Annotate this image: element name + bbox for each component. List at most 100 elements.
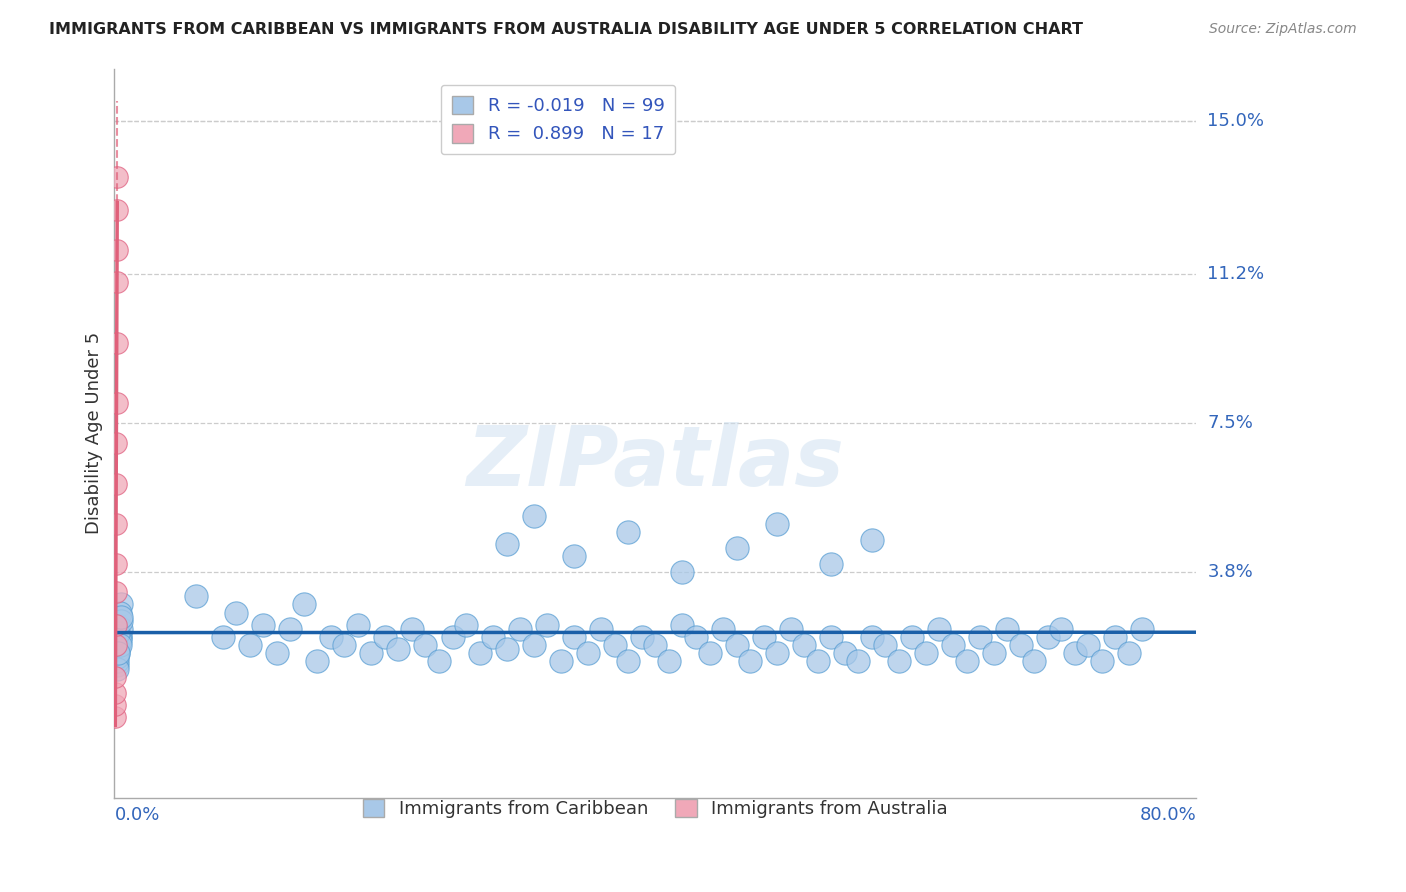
Point	[401, 622, 423, 636]
Point	[292, 598, 315, 612]
Point	[104, 585, 127, 599]
Point	[915, 646, 938, 660]
Point	[105, 243, 128, 257]
Legend: Immigrants from Caribbean, Immigrants from Australia: Immigrants from Caribbean, Immigrants fr…	[356, 791, 955, 825]
Point	[875, 638, 897, 652]
Text: 11.2%: 11.2%	[1208, 265, 1264, 283]
Point	[110, 598, 132, 612]
Point	[278, 622, 301, 636]
Point	[107, 646, 129, 660]
Point	[110, 609, 132, 624]
Point	[105, 649, 128, 664]
Point	[631, 630, 654, 644]
Point	[104, 698, 127, 713]
Point	[225, 606, 247, 620]
Point	[1010, 638, 1032, 652]
Point	[108, 638, 131, 652]
Point	[107, 638, 129, 652]
Point	[509, 622, 531, 636]
Point	[658, 654, 681, 668]
Point	[105, 516, 128, 531]
Point	[766, 516, 789, 531]
Point	[211, 630, 233, 644]
Point	[725, 541, 748, 555]
Point	[1050, 622, 1073, 636]
Point	[779, 622, 801, 636]
Point	[360, 646, 382, 660]
Text: 80.0%: 80.0%	[1140, 806, 1197, 824]
Point	[105, 275, 128, 289]
Text: IMMIGRANTS FROM CARIBBEAN VS IMMIGRANTS FROM AUSTRALIA DISABILITY AGE UNDER 5 CO: IMMIGRANTS FROM CARIBBEAN VS IMMIGRANTS …	[49, 22, 1083, 37]
Point	[1036, 630, 1059, 644]
Point	[108, 630, 131, 644]
Point	[617, 524, 640, 539]
Point	[1077, 638, 1099, 652]
Point	[239, 638, 262, 652]
Point	[536, 617, 558, 632]
Point	[105, 657, 128, 672]
Point	[576, 646, 599, 660]
Point	[1024, 654, 1046, 668]
Point	[969, 630, 991, 644]
Point	[105, 170, 128, 185]
Text: 0.0%: 0.0%	[114, 806, 160, 824]
Point	[942, 638, 965, 652]
Point	[104, 686, 127, 700]
Point	[454, 617, 477, 632]
Point	[740, 654, 762, 668]
Point	[468, 646, 491, 660]
Point	[820, 630, 842, 644]
Point	[105, 654, 128, 668]
Point	[550, 654, 572, 668]
Point	[347, 617, 370, 632]
Point	[441, 630, 464, 644]
Point	[807, 654, 830, 668]
Text: 15.0%: 15.0%	[1208, 112, 1264, 130]
Point	[319, 630, 342, 644]
Point	[562, 549, 585, 563]
Point	[983, 646, 1005, 660]
Point	[105, 476, 128, 491]
Point	[104, 670, 127, 684]
Point	[108, 606, 131, 620]
Point	[1130, 622, 1153, 636]
Point	[495, 537, 517, 551]
Point	[108, 633, 131, 648]
Point	[266, 646, 288, 660]
Point	[105, 557, 128, 571]
Point	[107, 641, 129, 656]
Point	[699, 646, 721, 660]
Point	[105, 662, 128, 676]
Point	[901, 630, 924, 644]
Point	[1118, 646, 1140, 660]
Point	[928, 622, 950, 636]
Point	[105, 436, 128, 450]
Point	[846, 654, 869, 668]
Point	[333, 638, 356, 652]
Point	[725, 638, 748, 652]
Point	[104, 638, 127, 652]
Text: ZIPatlas: ZIPatlas	[467, 422, 845, 503]
Point	[995, 622, 1018, 636]
Point	[105, 335, 128, 350]
Y-axis label: Disability Age Under 5: Disability Age Under 5	[86, 332, 103, 534]
Point	[603, 638, 626, 652]
Point	[387, 641, 409, 656]
Point	[820, 557, 842, 571]
Text: 3.8%: 3.8%	[1208, 563, 1253, 582]
Point	[644, 638, 666, 652]
Point	[711, 622, 734, 636]
Point	[427, 654, 450, 668]
Point	[766, 646, 789, 660]
Point	[671, 566, 693, 580]
Point	[523, 508, 546, 523]
Point	[685, 630, 707, 644]
Point	[591, 622, 613, 636]
Point	[617, 654, 640, 668]
Point	[415, 638, 437, 652]
Point	[887, 654, 910, 668]
Point	[105, 396, 128, 410]
Point	[834, 646, 856, 660]
Point	[955, 654, 977, 668]
Point	[110, 622, 132, 636]
